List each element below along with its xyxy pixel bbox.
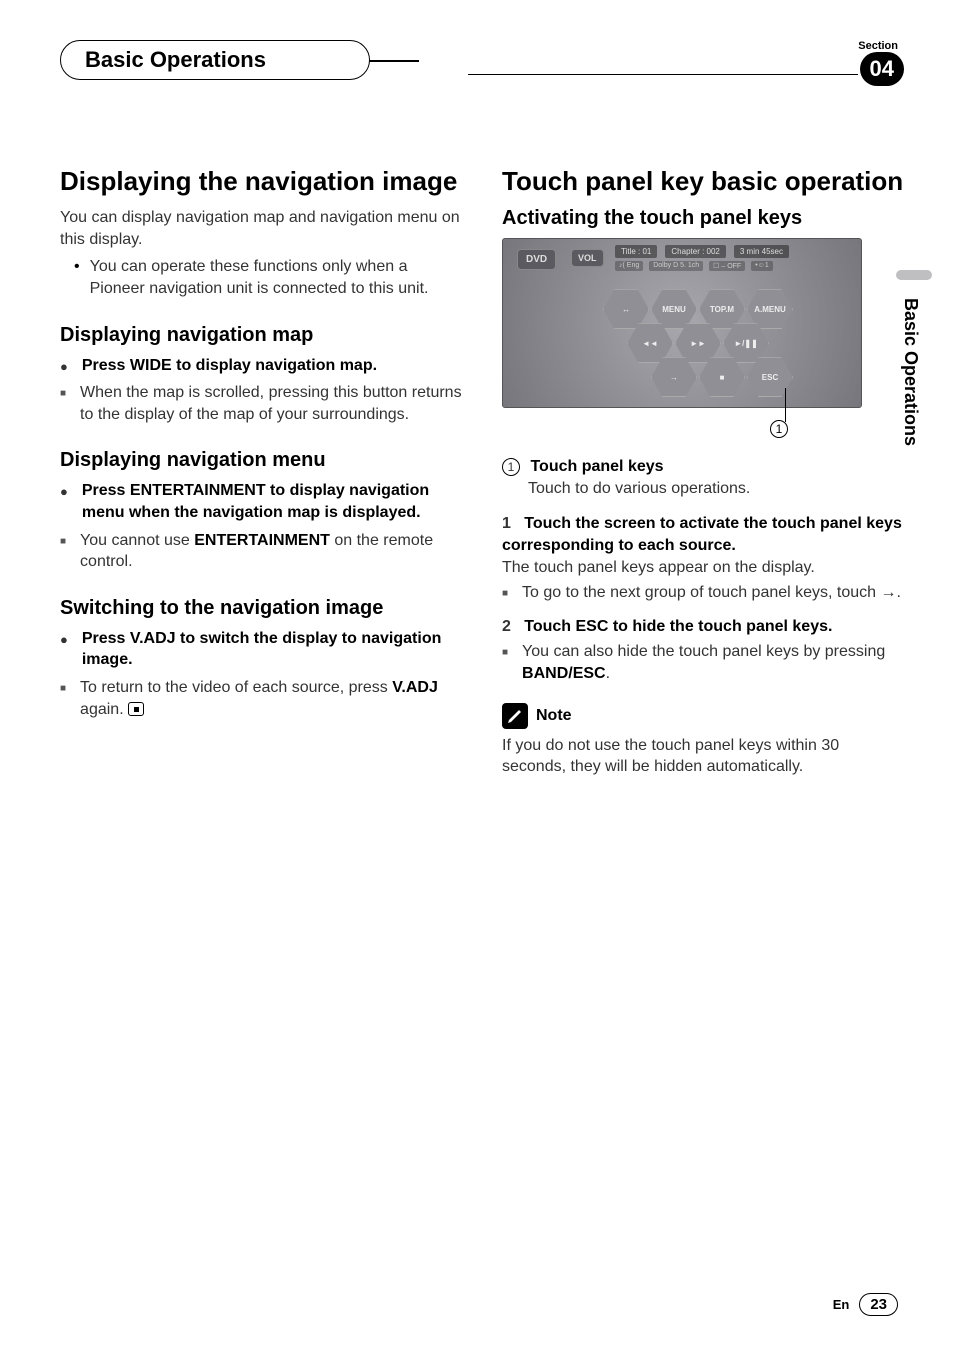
page-footer: En 23 <box>833 1293 898 1316</box>
step2-num: 2 <box>502 618 511 635</box>
col1-s2-heading: Displaying navigation menu <box>60 449 462 472</box>
col1-s3-b2c: again. <box>80 701 124 718</box>
col1-s1-heading: Displaying navigation map <box>60 324 462 347</box>
col1-s3-b2: To return to the video of each source, p… <box>60 677 462 720</box>
step1-sq-c: . <box>897 584 901 601</box>
col1-s3-b2-wrap: To return to the video of each source, p… <box>80 677 462 720</box>
col1-intro: You can display navigation map and navig… <box>60 207 462 250</box>
circled-1-icon: 1 <box>770 420 788 438</box>
shot-off: ☐ – OFF <box>709 261 745 271</box>
step2-sub: You can also hide the touch panel keys b… <box>502 641 904 684</box>
hex-next: → <box>651 357 697 397</box>
step1-title: Touch the screen to activate the touch p… <box>502 515 902 554</box>
section-title-pill: Basic Operations <box>60 40 370 80</box>
section-title: Basic Operations <box>85 47 266 72</box>
shot-angle: •☺1 <box>751 261 773 271</box>
col1-s1-b2-text: When the map is scrolled, pressing this … <box>80 382 462 425</box>
step2-sq-c: . <box>606 665 610 682</box>
col1-s3-b1: Press V.ADJ to switch the display to nav… <box>60 628 462 671</box>
col1-s2-b2-wrap: You cannot use ENTERTAINMENT on the remo… <box>80 530 462 573</box>
touch-panel-figure: DVD VOL Title : 01 Chapter : 002 3 min 4… <box>502 238 862 438</box>
page-number: 23 <box>859 1293 898 1316</box>
shot-sub-bar: ♪( Eng Dolby D 5. 1ch ☐ – OFF •☺1 <box>615 261 773 271</box>
shot-time: 3 min 45sec <box>734 245 789 258</box>
callout-label: Touch panel keys <box>530 458 663 475</box>
hex-esc: ESC <box>747 357 793 397</box>
step1-heading: 1 Touch the screen to activate the touch… <box>502 513 904 556</box>
col1-s2-b1-text: Press ENTERTAINMENT to display navigatio… <box>82 480 462 523</box>
shot-audio: ♪( Eng <box>615 261 643 271</box>
col1-s3-b1-text: Press V.ADJ to switch the display to nav… <box>82 628 462 671</box>
col1-bullet-text: You can operate these functions only whe… <box>90 256 462 299</box>
callout-leader-line <box>785 388 786 422</box>
col1-s2-b2b: ENTERTAINMENT <box>194 532 330 549</box>
side-tab-label: Basic Operations <box>897 290 924 454</box>
note-text: If you do not use the touch panel keys w… <box>502 735 904 778</box>
step1-num: 1 <box>502 515 511 532</box>
col1-s3-b2a: To return to the video of each source, p… <box>80 679 392 696</box>
shot-dolby: Dolby D 5. 1ch <box>649 261 703 271</box>
circled-1-label-icon: 1 <box>502 458 520 476</box>
col1-s3-heading: Switching to the navigation image <box>60 597 462 620</box>
col1-s2-b2: You cannot use ENTERTAINMENT on the remo… <box>60 530 462 573</box>
page-header: Basic Operations Section 04 <box>60 40 904 86</box>
callout-text: Touch to do various operations. <box>528 478 904 500</box>
callout-row: 1 Touch panel keys <box>502 456 904 478</box>
content-columns: Displaying the navigation image You can … <box>60 166 904 778</box>
step2-sub-wrap: You can also hide the touch panel keys b… <box>522 641 904 684</box>
step1-sq-a: To go to the next group of touch panel k… <box>522 584 880 601</box>
callout-leader-number: 1 <box>770 420 794 438</box>
section-indicator: Section 04 <box>858 40 904 86</box>
step1-sub-wrap: To go to the next group of touch panel k… <box>522 582 901 604</box>
vol-badge: VOL <box>571 249 604 267</box>
step2-sq-b: BAND/ESC <box>522 665 606 682</box>
section-number: 04 <box>860 52 904 86</box>
right-column: Touch panel key basic operation Activati… <box>502 166 904 778</box>
shot-chapter: Chapter : 002 <box>665 245 725 258</box>
dvd-badge: DVD <box>517 249 556 270</box>
stop-icon <box>128 702 144 716</box>
col1-s3-b2b: V.ADJ <box>392 679 438 696</box>
col2-subheading: Activating the touch panel keys <box>502 207 904 230</box>
col1-s2-b2a: You cannot use <box>80 532 194 549</box>
col1-s1-b1: Press WIDE to display navigation map. <box>60 355 462 377</box>
note-header: Note <box>502 703 904 729</box>
step2-heading: 2 Touch ESC to hide the touch panel keys… <box>502 616 904 638</box>
left-column: Displaying the navigation image You can … <box>60 166 462 778</box>
hex-row-3: → ■ ESC <box>651 357 793 397</box>
col1-bullet: You can operate these functions only whe… <box>74 256 462 299</box>
step1-text: The touch panel keys appear on the displ… <box>502 557 904 579</box>
shot-title: Title : 01 <box>615 245 657 258</box>
col1-s2-b1: Press ENTERTAINMENT to display navigatio… <box>60 480 462 523</box>
col1-s1-b1-text: Press WIDE to display navigation map. <box>82 355 377 377</box>
note-label: Note <box>536 707 572 725</box>
section-label: Section <box>858 40 898 52</box>
arrow-icon: → <box>881 584 897 601</box>
lang-code: En <box>833 1297 850 1312</box>
shot-top-bar: Title : 01 Chapter : 002 3 min 45sec <box>615 245 789 258</box>
step2-title: Touch ESC to hide the touch panel keys. <box>524 618 832 635</box>
col1-heading: Displaying the navigation image <box>60 166 462 197</box>
step2-sq-a: You can also hide the touch panel keys b… <box>522 643 885 660</box>
hex-stop: ■ <box>699 357 745 397</box>
step1-sub: To go to the next group of touch panel k… <box>502 582 904 604</box>
col1-s1-b2: When the map is scrolled, pressing this … <box>60 382 462 425</box>
col2-heading: Touch panel key basic operation <box>502 166 904 197</box>
side-tab-marker <box>896 270 932 280</box>
note-icon <box>502 703 528 729</box>
screen-mock: DVD VOL Title : 01 Chapter : 002 3 min 4… <box>502 238 862 408</box>
